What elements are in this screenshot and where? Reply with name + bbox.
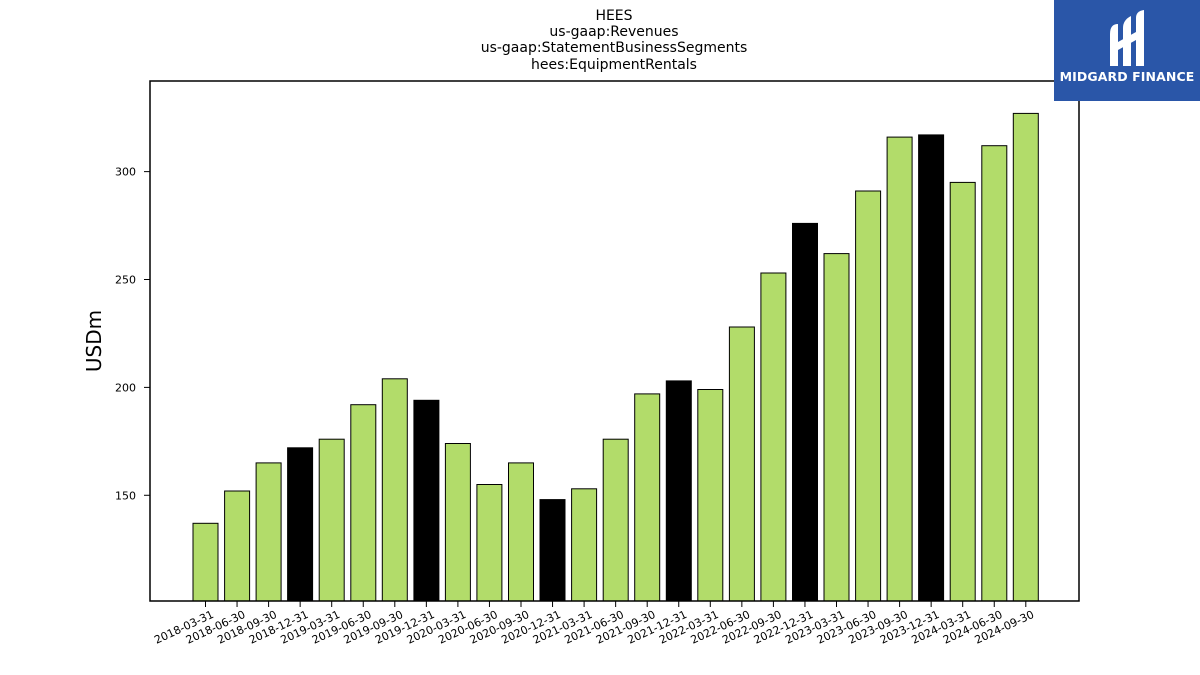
y-axis-ticks: 150 200 250 300	[115, 166, 150, 502]
logo-text: MIDGARD FINANCE	[1059, 69, 1195, 84]
midgard-logo-mark-icon	[1110, 10, 1144, 66]
bar-2019-03-31	[318, 438, 345, 602]
bar-2021-06-30	[602, 438, 629, 602]
bar-2020-06-30	[476, 484, 503, 602]
chart-title-line-1: HEES	[595, 8, 632, 24]
y-axis-label: USDm	[82, 310, 106, 372]
bar-2022-06-30	[728, 326, 755, 602]
bar-2020-12-31	[539, 499, 566, 602]
bar-2020-03-31	[444, 443, 471, 602]
bar-2023-03-31	[823, 253, 850, 602]
chart-title-line-3: us-gaap:StatementBusinessSegments	[481, 40, 748, 56]
bar-2024-03-31	[949, 181, 976, 602]
bar-2022-03-31	[697, 389, 724, 602]
y-tick-label-250: 250	[115, 274, 136, 287]
bar-2024-06-30	[981, 145, 1008, 602]
bar-2021-12-31	[665, 380, 692, 602]
bar-2019-09-30	[381, 378, 408, 602]
bar-2019-12-31	[413, 399, 440, 602]
x-axis-ticks: 2018-03-312018-06-302018-09-302018-12-31…	[152, 601, 1036, 647]
bar-2023-09-30	[886, 136, 913, 602]
bar-2022-12-31	[792, 222, 818, 602]
bar-2021-03-31	[571, 488, 598, 602]
bar-2019-06-30	[350, 404, 377, 602]
bar-2018-12-31	[287, 447, 314, 602]
y-tick-label-150: 150	[115, 489, 136, 502]
plot-frame	[149, 80, 1080, 602]
bar-2018-03-31	[192, 522, 219, 602]
bar-2023-12-31	[918, 134, 945, 602]
chart-title-line-4: hees:EquipmentRentals	[531, 57, 697, 73]
bar-2018-09-30	[255, 462, 282, 602]
bar-2022-09-30	[760, 272, 787, 602]
y-tick-label-200: 200	[115, 381, 136, 394]
bar-2021-09-30	[634, 393, 661, 602]
bar-2020-09-30	[508, 462, 534, 602]
bars-group	[192, 112, 1039, 602]
bar-2024-09-30	[1012, 112, 1039, 602]
chart-title: HEES us-gaap:Revenues us-gaap:StatementB…	[481, 8, 748, 73]
y-tick-label-300: 300	[115, 166, 136, 179]
midgard-finance-logo: MIDGARD FINANCE	[1054, 0, 1200, 101]
bar-2018-06-30	[224, 490, 251, 602]
bar-2023-06-30	[855, 190, 882, 602]
chart-title-line-2: us-gaap:Revenues	[549, 24, 678, 40]
